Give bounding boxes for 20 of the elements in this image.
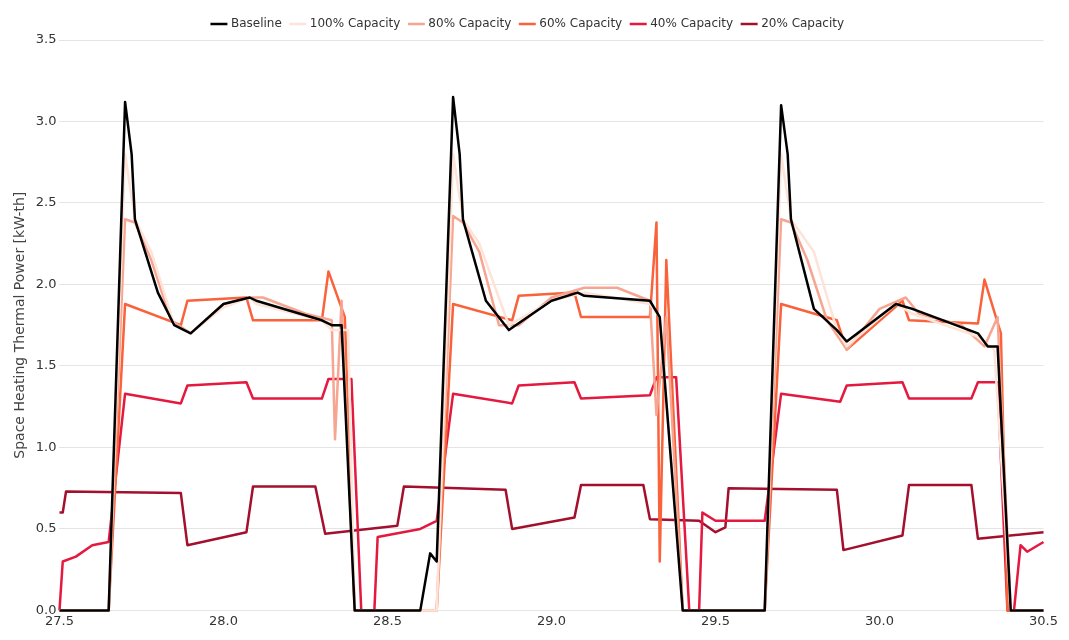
legend-label: 100% Capacity bbox=[309, 16, 401, 31]
y-axis-title: Space Heating Thermal Power [kW-th] bbox=[11, 191, 28, 459]
y-tick-label: 1.5 bbox=[35, 357, 57, 373]
legend-label: 40% Capacity bbox=[650, 16, 734, 31]
y-tick-label: 3.5 bbox=[35, 31, 57, 47]
x-tick-label: 29.0 bbox=[537, 612, 566, 628]
x-tick-label: 28.5 bbox=[373, 612, 402, 628]
legend-label: 80% Capacity bbox=[428, 16, 512, 31]
y-tick-label: 0.5 bbox=[35, 520, 57, 536]
legend-label: 60% Capacity bbox=[539, 16, 623, 31]
x-tick-label: 30.0 bbox=[865, 612, 894, 628]
x-tick-label: 28.0 bbox=[209, 612, 238, 628]
x-tick-label: 30.5 bbox=[1029, 612, 1058, 628]
y-tick-label: 2.0 bbox=[35, 275, 57, 291]
y-tick-label: 3.0 bbox=[35, 112, 57, 128]
legend-label: 20% Capacity bbox=[761, 16, 845, 31]
y-tick-label: 2.5 bbox=[35, 194, 57, 210]
x-tick-label: 29.5 bbox=[701, 612, 730, 628]
legend-label: Baseline bbox=[230, 16, 282, 31]
y-tick-label: 1.0 bbox=[35, 438, 57, 454]
